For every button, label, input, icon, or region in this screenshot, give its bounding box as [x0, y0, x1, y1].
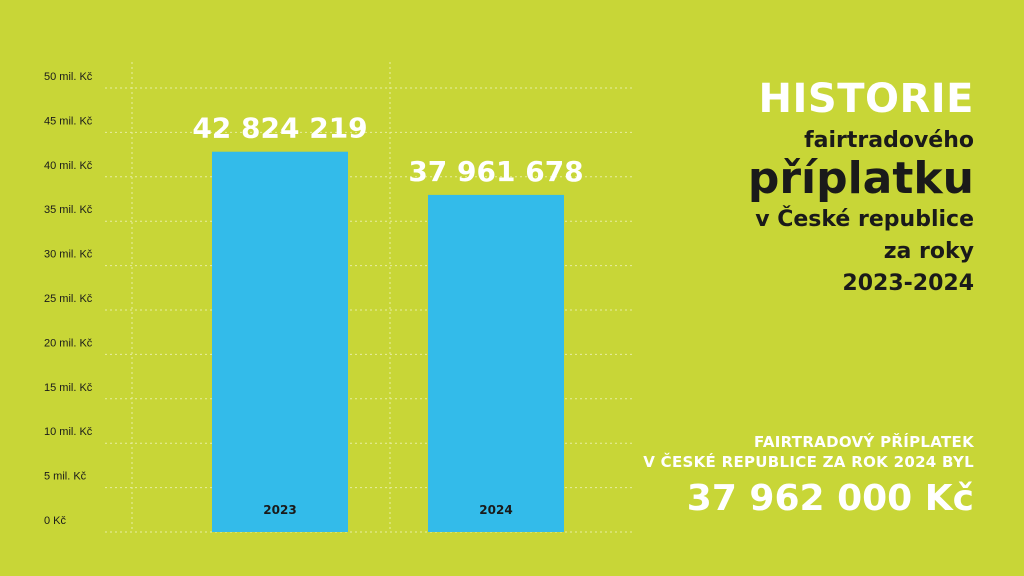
summary-line-2: V ČESKÉ REPUBLICE ZA ROK 2024 BYL	[643, 453, 974, 472]
y-tick-label-10: 50 mil. Kč	[44, 71, 93, 83]
title-line-3: příplatku	[747, 152, 974, 204]
y-tick-label-3: 15 mil. Kč	[44, 382, 93, 394]
category-label-2023: 2023	[263, 503, 296, 517]
category-label-2024: 2024	[479, 503, 512, 517]
y-tick-label-7: 35 mil. Kč	[44, 204, 93, 216]
chart-title: HISTORIE fairtradového příplatku v České…	[614, 76, 974, 296]
summary-amount: 37 962 000 Kč	[686, 477, 974, 519]
title-line-2: fairtradového	[804, 128, 974, 154]
summary-line-1: FAIRTRADOVÝ PŘÍPLATEK	[754, 433, 974, 451]
y-tick-label-0: 0 Kč	[44, 515, 67, 527]
bar-chart: 0 Kč 5 mil. Kč 10 mil. Kč 15 mil. Kč 20 mil.…	[44, 62, 632, 533]
bar-2024	[428, 194, 564, 532]
title-line-5: za roky	[883, 239, 974, 265]
title-line-6: 2023-2024	[842, 270, 974, 296]
y-tick-label-4: 20 mil. Kč	[44, 337, 93, 349]
bar-value-label-2023: 42 824 219	[192, 112, 367, 145]
bar-2023	[212, 151, 348, 532]
y-tick-label-8: 40 mil. Kč	[44, 160, 93, 172]
title-line-1: HISTORIE	[758, 76, 974, 122]
y-tick-label-1: 5 mil. Kč	[44, 471, 87, 483]
y-tick-label-5: 25 mil. Kč	[44, 293, 93, 305]
y-tick-label-2: 10 mil. Kč	[44, 426, 93, 438]
bar-value-label-2024: 37 961 678	[408, 155, 583, 188]
y-tick-label-9: 45 mil. Kč	[44, 115, 93, 127]
summary-block: FAIRTRADOVÝ PŘÍPLATEK V ČESKÉ REPUBLICE …	[554, 432, 974, 518]
title-line-4: v České republice	[755, 207, 974, 233]
y-tick-label-6: 30 mil. Kč	[44, 249, 93, 261]
